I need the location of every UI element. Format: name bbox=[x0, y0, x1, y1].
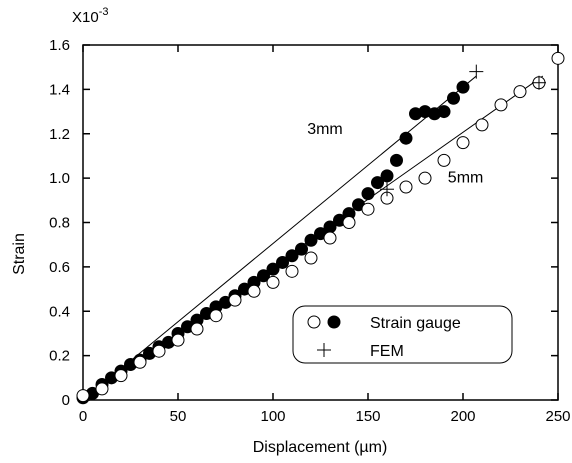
data-point-filled bbox=[295, 242, 308, 256]
data-point-filled bbox=[371, 176, 384, 190]
x-tick-label: 150 bbox=[355, 408, 380, 425]
y-tick-label: 0.8 bbox=[49, 215, 70, 232]
data-point-open bbox=[247, 284, 261, 298]
data-point-open bbox=[266, 275, 280, 289]
y-axis-label: Strain bbox=[11, 233, 28, 275]
y-tick-label: 0 bbox=[62, 392, 70, 409]
data-point-filled bbox=[361, 187, 375, 201]
legend: Strain gauge FEM bbox=[292, 305, 513, 364]
data-point-open bbox=[418, 171, 432, 185]
data-point-open bbox=[209, 309, 223, 323]
data-point-open bbox=[152, 344, 166, 358]
data-point-open bbox=[475, 118, 489, 132]
x-tick-label: 50 bbox=[170, 408, 187, 425]
data-point-filled bbox=[304, 233, 318, 247]
data-point-filled bbox=[399, 131, 413, 145]
annotations: 3mm 5mm bbox=[307, 121, 483, 187]
data-point-filled bbox=[323, 220, 337, 234]
data-point-filled bbox=[380, 169, 394, 183]
legend-open-circle-marker bbox=[307, 315, 321, 329]
data-point-filled bbox=[447, 91, 460, 105]
data-point-filled bbox=[257, 269, 270, 283]
data-point-open bbox=[95, 382, 109, 396]
data-point-plus bbox=[469, 64, 484, 79]
data-points bbox=[76, 51, 565, 405]
data-point-open bbox=[513, 85, 527, 99]
data-point-plus bbox=[380, 182, 394, 197]
data-point-filled bbox=[266, 262, 280, 276]
data-point-filled bbox=[437, 105, 451, 119]
data-point-filled bbox=[285, 249, 299, 263]
data-point-plus bbox=[532, 75, 546, 90]
data-point-open bbox=[437, 153, 451, 167]
data-point-open bbox=[76, 389, 90, 403]
legend-box bbox=[292, 305, 513, 364]
axis-tick-labels: 0 50 100 150 200 250 0 0.2 0.4 0.6 0.8 1.0 1.2 1.4 1.6 bbox=[49, 37, 570, 425]
data-point-open bbox=[399, 180, 413, 194]
data-point-open bbox=[323, 231, 337, 245]
annotation-5mm: 5mm bbox=[448, 170, 484, 187]
legend-plus-marker bbox=[317, 343, 331, 357]
legend-filled-circle-marker bbox=[327, 315, 341, 329]
x-axis-label: Displacement (µm) bbox=[253, 439, 388, 456]
y-multiplier-label: X10-3 bbox=[72, 6, 108, 26]
data-point-open bbox=[228, 293, 242, 307]
data-point-open bbox=[456, 136, 470, 150]
legend-label-fem: FEM bbox=[370, 343, 404, 360]
x-tick-label: 200 bbox=[450, 408, 475, 425]
data-point-open bbox=[361, 202, 375, 216]
y-tick-label: 1.4 bbox=[49, 81, 70, 98]
x-tick-label: 100 bbox=[260, 408, 285, 425]
y-tick-label: 1.6 bbox=[49, 37, 70, 54]
legend-label-strain-gauge: Strain gauge bbox=[370, 315, 461, 332]
y-tick-label: 1.0 bbox=[49, 170, 70, 187]
data-point-filled bbox=[390, 153, 403, 167]
x-tick-label: 0 bbox=[79, 408, 87, 425]
y-tick-label: 0.4 bbox=[49, 303, 70, 320]
data-point-open bbox=[551, 51, 565, 65]
data-point-open bbox=[171, 333, 185, 347]
data-point-filled bbox=[456, 80, 470, 94]
x-tick-label: 250 bbox=[545, 408, 570, 425]
y-tick-label: 1.2 bbox=[49, 126, 70, 143]
y-tick-label: 0.6 bbox=[49, 259, 70, 276]
data-point-open bbox=[190, 322, 204, 336]
data-point-open bbox=[494, 98, 508, 112]
y-tick-label: 0.2 bbox=[49, 348, 70, 365]
fit-line-3mm bbox=[82, 75, 477, 401]
data-point-open bbox=[304, 251, 318, 265]
data-point-open bbox=[342, 216, 356, 229]
data-point-open bbox=[285, 264, 299, 278]
data-point-open bbox=[133, 355, 147, 369]
annotation-3mm: 3mm bbox=[307, 121, 343, 138]
data-point-filled bbox=[276, 255, 289, 269]
data-point-open bbox=[114, 369, 128, 383]
